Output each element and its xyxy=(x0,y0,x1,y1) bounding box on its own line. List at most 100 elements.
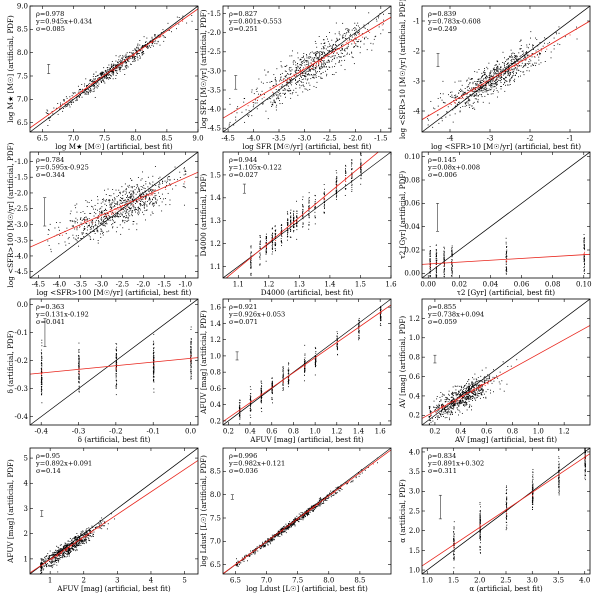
scatter-point xyxy=(506,252,507,254)
scatter-point xyxy=(119,193,121,195)
scatter-point xyxy=(275,89,277,90)
scatter-point xyxy=(496,96,498,98)
plot-area xyxy=(422,152,590,278)
scatter-point xyxy=(115,373,117,375)
scatter-point xyxy=(540,48,542,50)
scatter-point xyxy=(469,78,471,80)
scatter-point xyxy=(451,256,453,258)
scatter-point xyxy=(484,91,486,93)
scatter-point xyxy=(153,379,155,381)
scatter-point xyxy=(280,92,282,94)
scatter-point xyxy=(280,225,282,227)
scatter-point xyxy=(342,37,344,38)
scatter-point xyxy=(360,41,362,43)
scatter-point xyxy=(315,70,316,72)
scatter-point xyxy=(153,359,155,361)
scatter-point xyxy=(318,36,320,37)
scatter-point xyxy=(132,204,134,206)
scatter-point xyxy=(507,72,509,73)
scatter-point xyxy=(287,219,289,221)
scatter-point xyxy=(274,236,276,238)
scatter-point xyxy=(506,246,507,248)
scatter-point xyxy=(471,95,473,97)
scatter-point xyxy=(496,70,498,71)
scatter-point xyxy=(88,225,90,227)
scatter-point xyxy=(544,61,546,62)
scatter-point xyxy=(492,82,494,84)
scatter-point xyxy=(138,187,140,189)
scatter-point xyxy=(101,72,103,74)
scatter-point xyxy=(131,202,133,204)
scatter-point xyxy=(272,241,273,243)
y-tick-label: -1 xyxy=(413,17,420,25)
scatter-point xyxy=(250,405,251,407)
scatter-point xyxy=(143,206,145,208)
scatter-point xyxy=(129,208,131,209)
scatter-point xyxy=(331,74,333,75)
scatter-point xyxy=(497,70,499,72)
scatter-point xyxy=(115,343,117,345)
scatter-point xyxy=(429,270,431,272)
scatter-point xyxy=(123,199,125,201)
scatter-point xyxy=(115,349,117,351)
scatter-point xyxy=(112,74,114,76)
scatter-point xyxy=(114,66,116,68)
scatter-point xyxy=(479,82,481,84)
scatter-point xyxy=(300,75,302,77)
scatter-point xyxy=(324,43,326,44)
scatter-point xyxy=(239,411,241,413)
scatter-point xyxy=(496,60,498,62)
scatter-point xyxy=(126,217,128,219)
scatter-point xyxy=(467,89,469,91)
scatter-point xyxy=(437,114,439,116)
scatter-point xyxy=(51,111,53,112)
scatter-point xyxy=(347,43,349,44)
scatter-point xyxy=(78,359,80,360)
scatter-point xyxy=(557,43,559,45)
scatter-point xyxy=(335,41,337,43)
scatter-point xyxy=(524,63,526,65)
scatter-point xyxy=(466,93,468,94)
scatter-point xyxy=(469,99,471,101)
scatter-point xyxy=(308,200,310,202)
scatter-point xyxy=(295,69,297,71)
scatter-point xyxy=(130,186,132,188)
scatter-point xyxy=(135,48,136,50)
scatter-point xyxy=(41,359,43,361)
scatter-point xyxy=(363,38,365,40)
scatter-point xyxy=(87,91,89,93)
scatter-point xyxy=(119,68,121,70)
scatter-point xyxy=(321,48,323,50)
scatter-point xyxy=(319,71,320,73)
scatter-point xyxy=(379,13,381,15)
scatter-point xyxy=(102,231,104,233)
scatter-point xyxy=(149,194,151,196)
scatter-point xyxy=(125,188,127,190)
scatter-point xyxy=(119,199,121,201)
scatter-point xyxy=(477,81,479,83)
scatter-point xyxy=(509,74,511,76)
scatter-point xyxy=(490,71,492,73)
scatter-point xyxy=(358,317,360,319)
scatter-point xyxy=(58,229,60,231)
scatter-point xyxy=(93,73,95,75)
scatter-point xyxy=(115,370,117,371)
scatter-point xyxy=(336,336,338,338)
scatter-point xyxy=(91,199,93,201)
scatter-point xyxy=(94,96,96,98)
scatter-point xyxy=(465,97,467,99)
scatter-point xyxy=(124,68,126,70)
scatter-point xyxy=(115,60,117,62)
scatter-point xyxy=(493,86,495,88)
scatter-point xyxy=(253,93,255,95)
scatter-point xyxy=(107,74,109,76)
scatter-point xyxy=(462,93,463,95)
scatter-point xyxy=(553,48,555,50)
scatter-point xyxy=(312,60,314,62)
scatter-point xyxy=(247,105,249,107)
scatter-point xyxy=(86,226,88,228)
scatter-point xyxy=(295,82,297,84)
scatter-point xyxy=(515,59,517,61)
scatter-point xyxy=(481,89,482,91)
